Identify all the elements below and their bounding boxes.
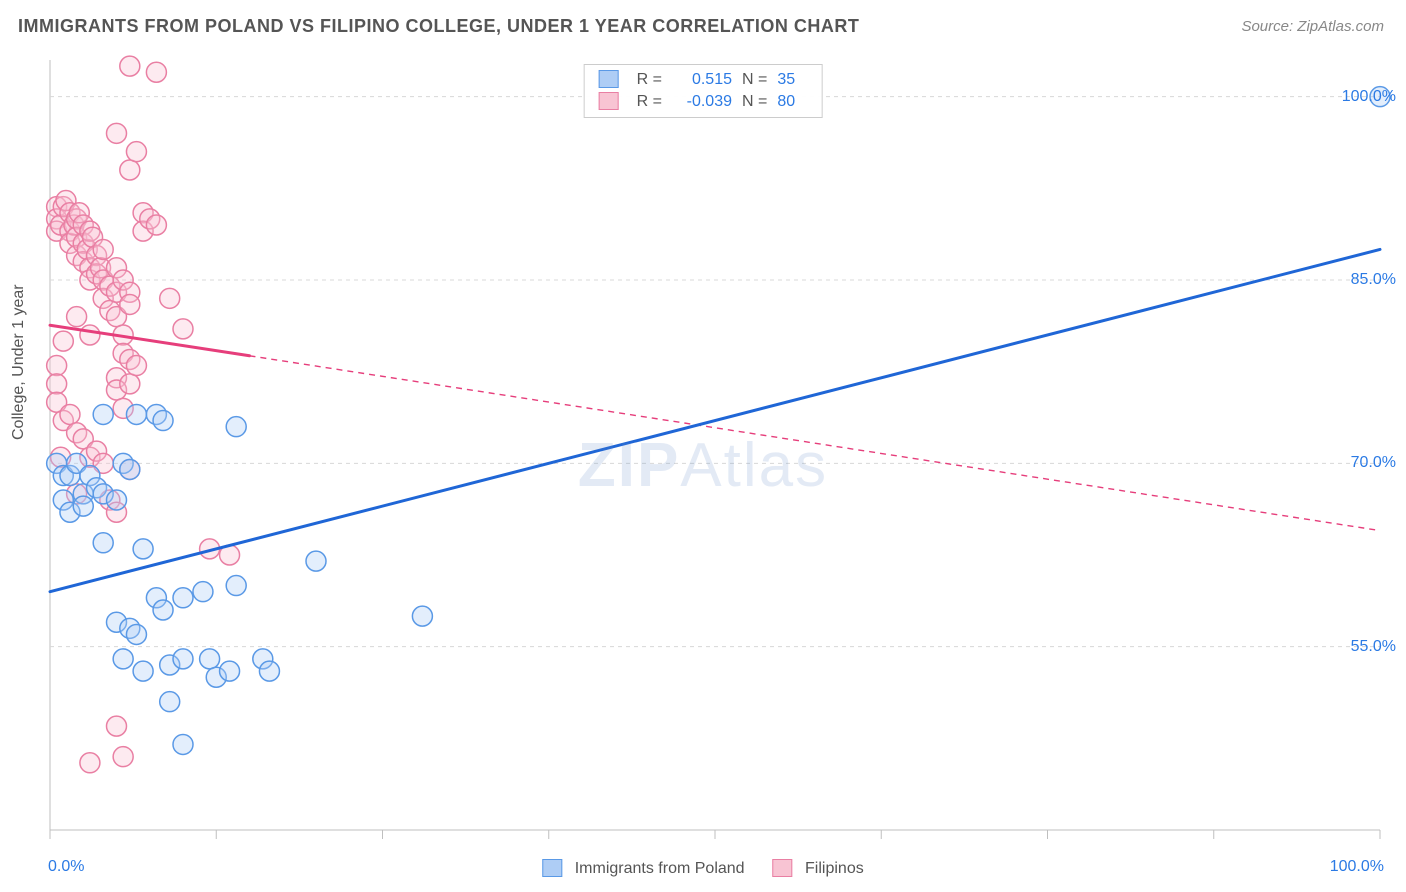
correlation-legend: R = 0.515 N = 35 R = -0.039 N = 80 (584, 64, 823, 118)
legend-row-poland: R = 0.515 N = 35 (599, 69, 808, 91)
legend-label-poland: Immigrants from Poland (575, 860, 745, 877)
series-legend: Immigrants from Poland Filipinos (542, 860, 863, 878)
legend-swatch-filipinos (773, 859, 793, 877)
legend-row-filipinos: R = -0.039 N = 80 (599, 91, 808, 113)
x-axis-max-label: 100.0% (1330, 858, 1384, 876)
y-tick-label: 55.0% (1351, 638, 1396, 656)
legend-swatch-filipinos (599, 92, 619, 110)
chart-container: IMMIGRANTS FROM POLAND VS FILIPINO COLLE… (0, 0, 1406, 892)
legend-item-filipinos: Filipinos (773, 860, 864, 878)
legend-label-filipinos: Filipinos (805, 860, 864, 877)
r-label: R = (637, 93, 662, 111)
legend-swatch-poland (599, 70, 619, 88)
y-tick-label: 70.0% (1351, 454, 1396, 472)
y-tick-label: 85.0% (1351, 271, 1396, 289)
n-label: N = (742, 93, 767, 111)
y-tick-label: 100.0% (1342, 88, 1396, 106)
n-value-filipinos: 80 (777, 93, 807, 111)
x-axis-min-label: 0.0% (48, 858, 84, 876)
legend-item-poland: Immigrants from Poland (542, 860, 744, 878)
legend-swatch-poland (542, 859, 562, 877)
r-value-filipinos: -0.039 (672, 93, 732, 111)
r-value-poland: 0.515 (672, 71, 732, 89)
r-label: R = (637, 71, 662, 89)
n-label: N = (742, 71, 767, 89)
scatter-chart (0, 0, 1406, 892)
n-value-poland: 35 (777, 71, 807, 89)
y-axis-label: College, Under 1 year (10, 284, 28, 440)
